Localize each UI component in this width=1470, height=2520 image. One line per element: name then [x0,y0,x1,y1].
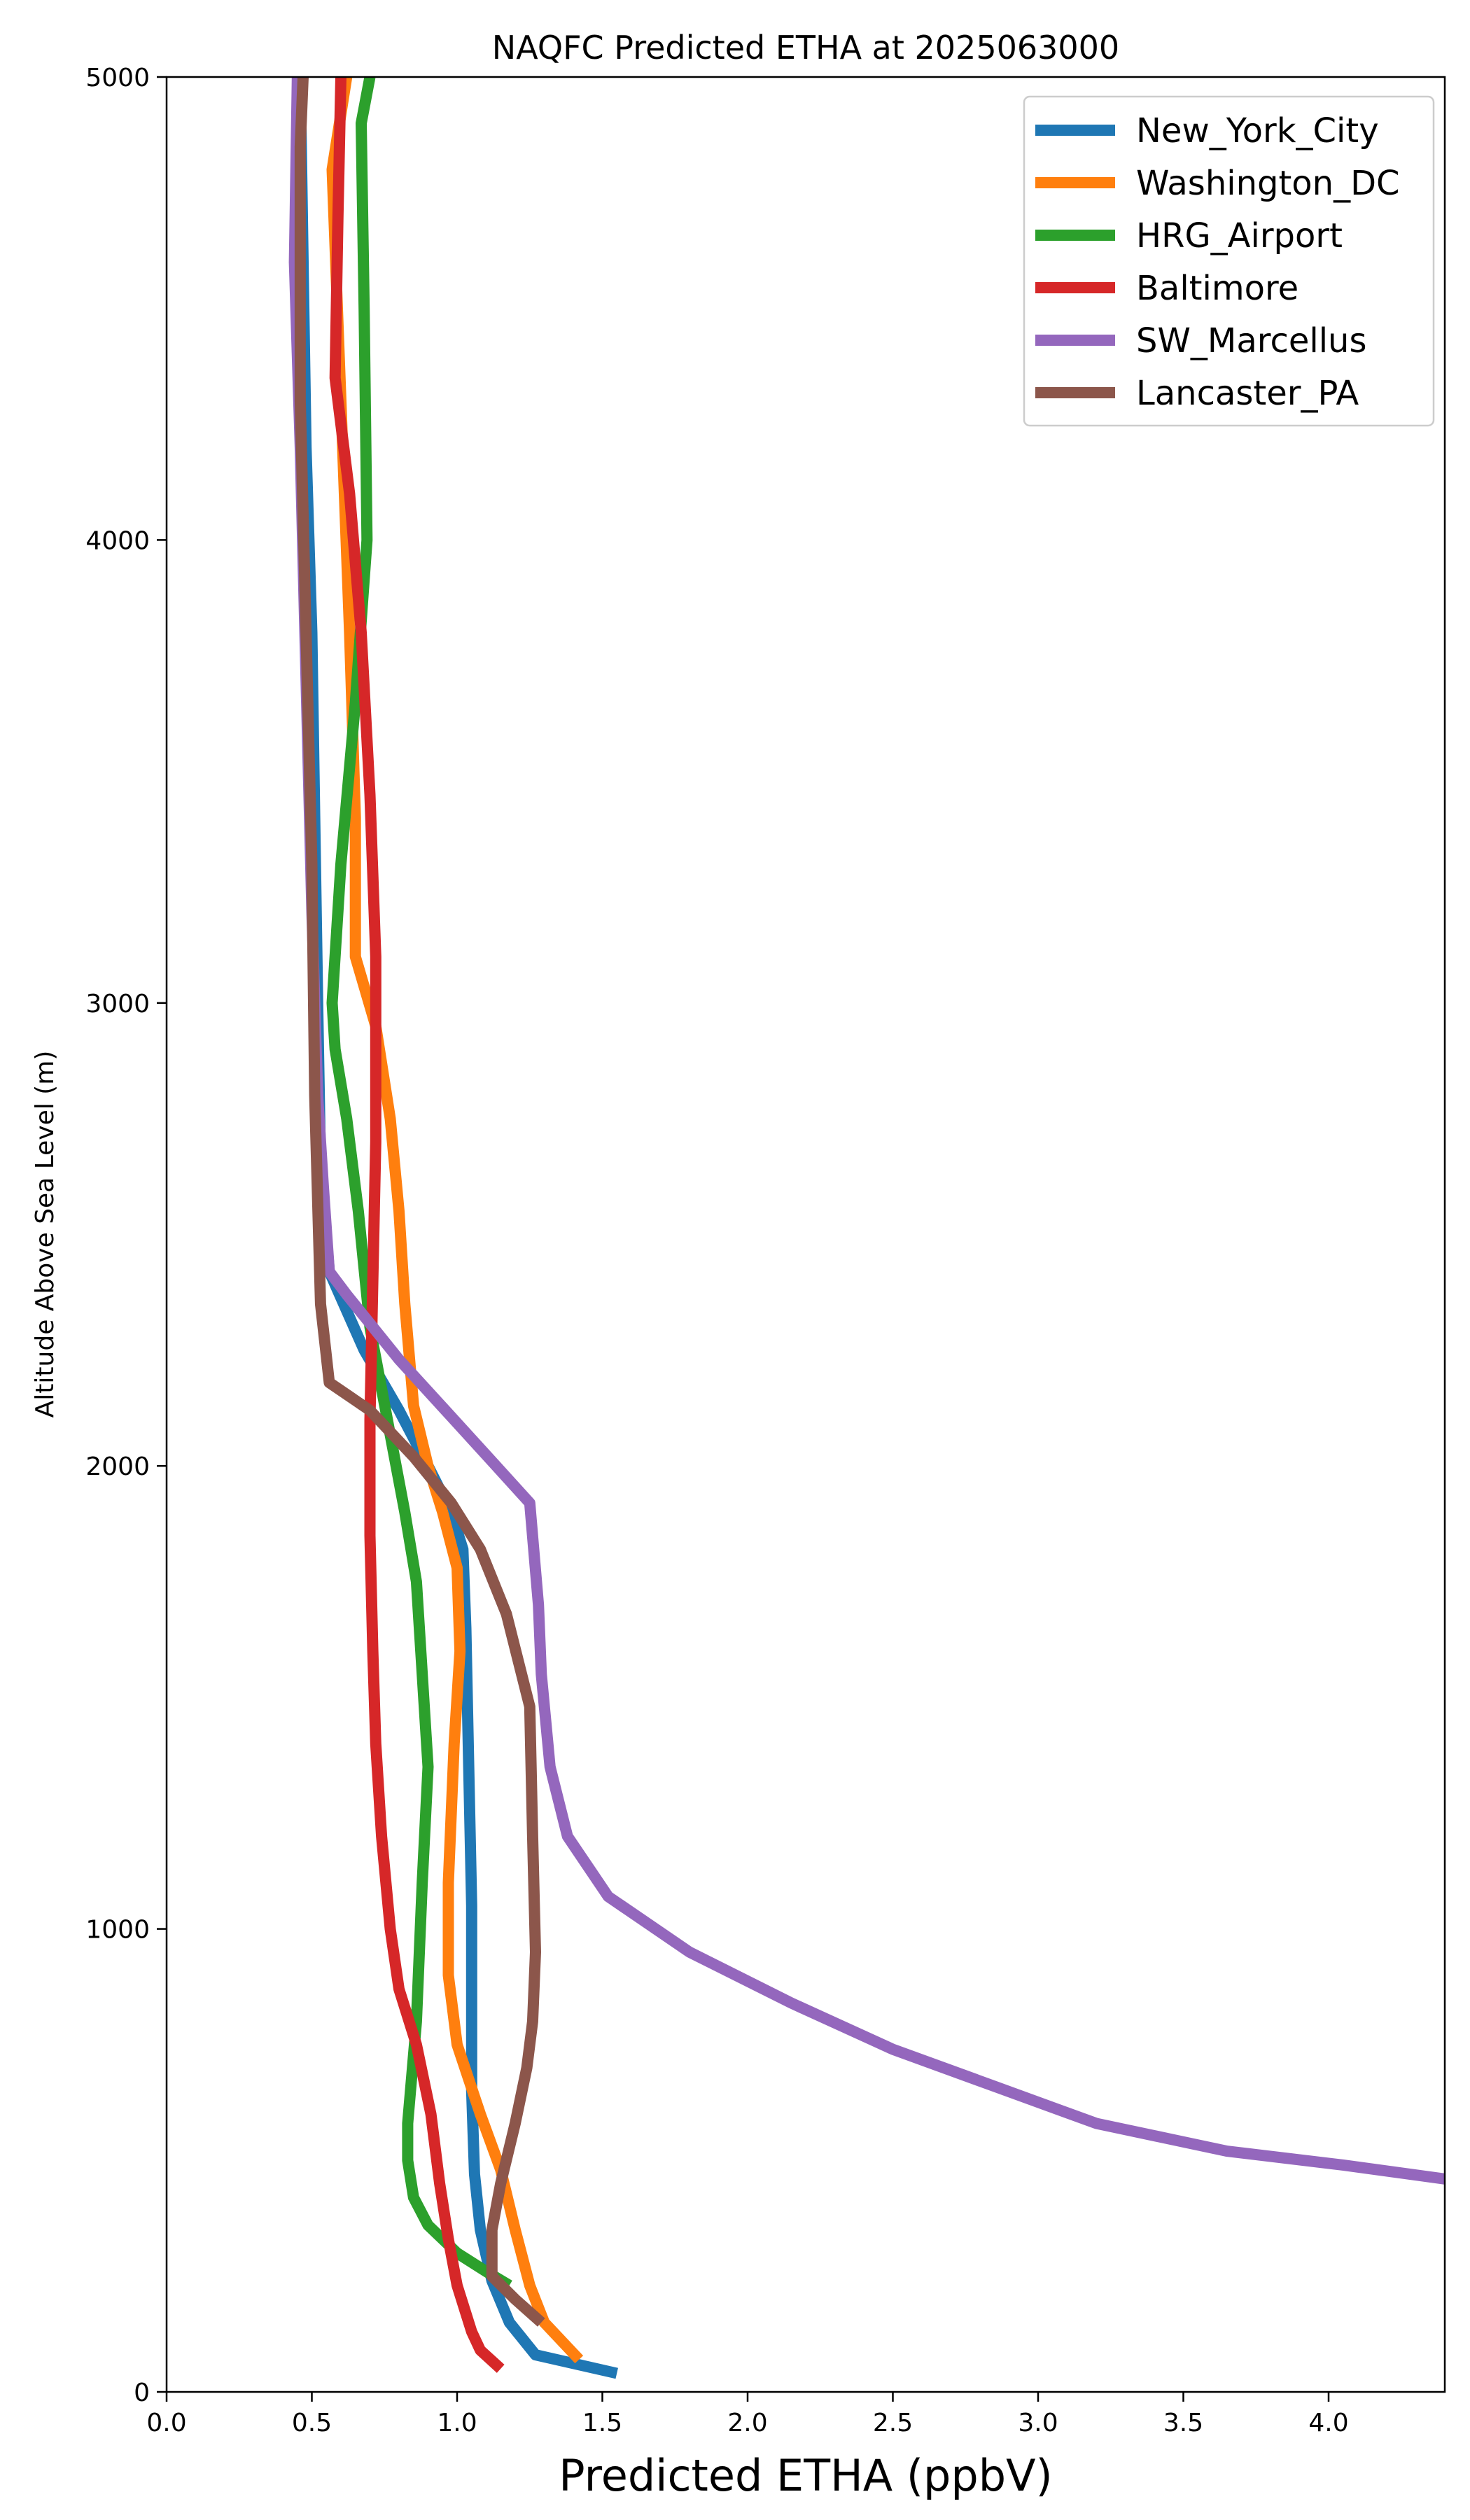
x-tick-label: 0.5 [292,2409,332,2437]
y-axis: 0 1000 2000 3000 4000 5000 [85,64,167,2407]
y-axis-label: Altitude Above Sea Level (m) [31,1051,59,1418]
legend-label-lancaster-pa: Lancaster_PA [1136,374,1359,413]
plot-frame [165,76,1446,2393]
x-tick-label: 2.5 [873,2409,913,2437]
y-tick-label: 3000 [85,990,150,1018]
y-tick-label: 4000 [85,526,150,555]
x-tick-label: 3.0 [1018,2409,1058,2437]
x-tick-label: 1.0 [437,2409,477,2437]
chart-title: NAQFC Predicted ETHA at 2025063000 [492,29,1119,66]
legend-label-hrg-airport: HRG_Airport [1136,216,1343,255]
legend-label-baltimore: Baltimore [1136,269,1298,308]
series-line-hrg-airport [326,77,512,2290]
series-line-baltimore [329,77,505,2373]
x-tick-label: 2.0 [727,2409,767,2437]
series-lines [288,77,1445,2379]
x-tick-label: 4.0 [1308,2409,1348,2437]
legend-label-sw-marcellus: SW_Marcellus [1136,321,1366,360]
y-tick-label: 5000 [85,64,150,92]
legend-label-new-york-city: New_York_City [1136,111,1379,150]
x-axis: 0.0 0.5 1.0 1.5 2.0 2.5 3.0 3.5 4.0 [146,2392,1349,2437]
x-axis-label: Predicted ETHA (ppbV) [559,2450,1052,2501]
x-tick-label: 3.5 [1163,2409,1203,2437]
legend-box [1023,95,1435,427]
y-tick-label: 1000 [85,1916,150,1945]
x-tick-label: 1.5 [582,2409,622,2437]
y-tick-label: 2000 [85,1452,150,1481]
series-line-lancaster-pa [294,77,545,2327]
legend-label-washington-dc: Washington_DC [1136,164,1400,203]
y-tick-label: 0 [134,2379,150,2407]
legend: New_York_City Washington_DC HRG_Airport Bal… [1023,95,1435,427]
x-tick-label: 0.0 [146,2409,186,2437]
